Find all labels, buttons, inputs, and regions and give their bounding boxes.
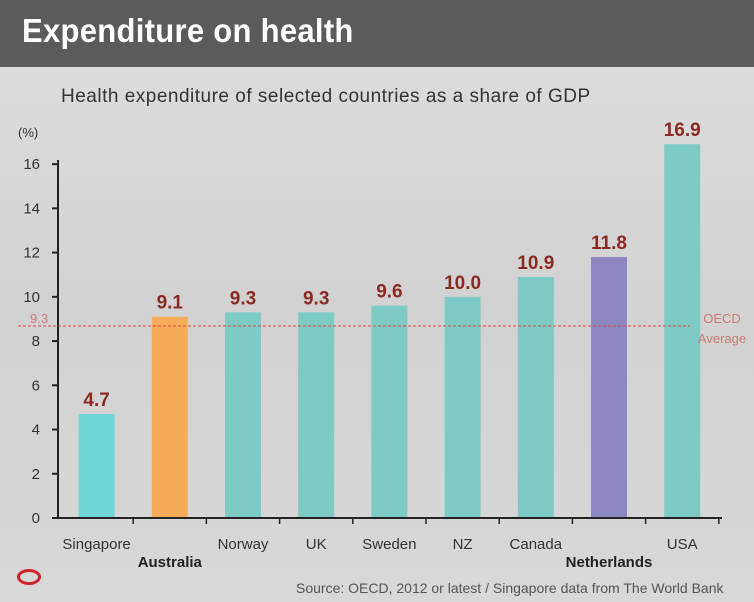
y-tick-label-0: 0 [32, 510, 40, 527]
x-tick-label-nz: NZ [453, 536, 473, 553]
value-label-norway: 9.3 [230, 288, 256, 309]
y-tick-label-2: 2 [32, 466, 40, 483]
value-label-netherlands: 11.8 [591, 233, 627, 254]
y-tick-label-8: 8 [32, 333, 40, 350]
x-tick-label-australia: Australia [138, 554, 203, 571]
x-tick-label-usa: USA [667, 536, 698, 553]
value-label-australia: 9.1 [157, 293, 184, 314]
value-label-uk: 9.3 [303, 288, 329, 309]
bar-nz [444, 296, 481, 518]
y-tick-label-4: 4 [32, 422, 40, 439]
x-tick-label-uk: UK [306, 536, 327, 553]
value-label-usa: 16.9 [664, 120, 701, 141]
oecd-average-label-line2: Average [698, 331, 746, 346]
source-note: Source: OECD, 2012 or latest / Singapore… [296, 580, 724, 596]
oecd-average-value-label: 9.3 [30, 311, 48, 326]
y-tick-label-10: 10 [23, 289, 40, 306]
oecd-average-label-line1: OECD [703, 311, 741, 326]
y-tick-label-16: 16 [23, 156, 40, 173]
x-tick-label-canada: Canada [510, 536, 563, 553]
x-tick-label-singapore: Singapore [62, 536, 130, 553]
bar-canada [517, 276, 554, 518]
value-label-canada: 10.9 [517, 253, 554, 274]
value-label-nz: 10.0 [444, 273, 481, 294]
chart-title: Health expenditure of selected countries… [61, 86, 591, 107]
bar-usa [664, 144, 701, 518]
y-tick-label-6: 6 [32, 377, 40, 394]
value-label-sweden: 9.6 [376, 282, 402, 303]
y-axis-unit-label: (%) [18, 125, 39, 140]
bar-sweden [371, 305, 408, 518]
bar-norway [225, 312, 261, 518]
x-tick-label-sweden: Sweden [362, 536, 416, 553]
title-banner: Expenditure on health [0, 0, 754, 67]
bar-australia [151, 316, 188, 518]
x-tick-label-netherlands: Netherlands [566, 554, 653, 571]
bar-netherlands [591, 257, 627, 518]
page-title: Expenditure on health [22, 12, 354, 49]
y-tick-label-12: 12 [23, 245, 40, 262]
value-label-singapore: 4.7 [83, 390, 109, 411]
conversation-logo-icon [17, 569, 41, 585]
x-tick-label-norway: Norway [218, 536, 269, 553]
bar-singapore [78, 414, 115, 518]
bar-uk [298, 312, 335, 518]
y-tick-label-14: 14 [23, 200, 40, 217]
